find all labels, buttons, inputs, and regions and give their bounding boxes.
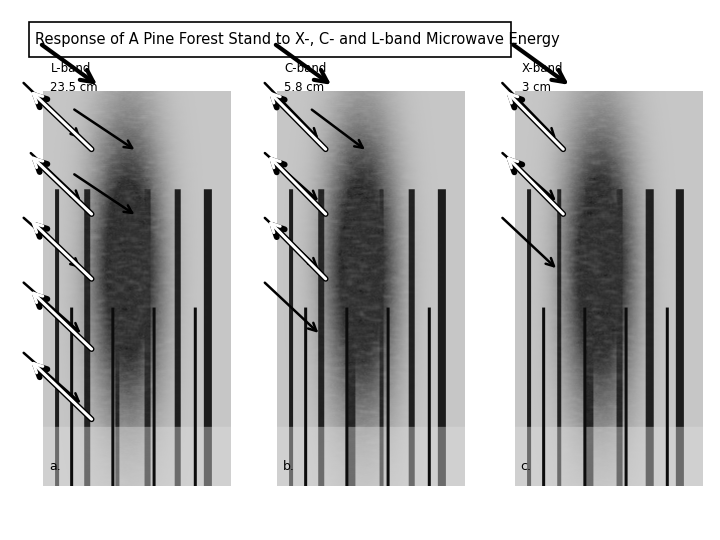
Text: C-band: C-band [284,62,327,75]
Text: 23.5 cm: 23.5 cm [50,81,98,94]
Text: b.: b. [283,460,294,472]
Text: L-band: L-band [50,62,91,75]
Text: X-band: X-band [522,62,564,75]
Text: 5.8 cm: 5.8 cm [284,81,325,94]
Text: a.: a. [49,460,60,472]
FancyBboxPatch shape [29,22,511,57]
Text: c.: c. [521,460,531,472]
Text: 3 cm: 3 cm [522,81,551,94]
Text: Response of A Pine Forest Stand to X-, C- and L-band Microwave Energy: Response of A Pine Forest Stand to X-, C… [35,32,559,46]
